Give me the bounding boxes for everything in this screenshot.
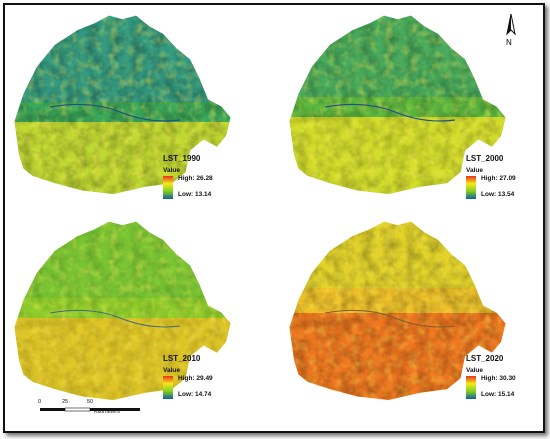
- scale-tick-0: 0: [38, 399, 42, 405]
- north-label: N: [506, 38, 512, 47]
- legend-high: High: 26.28: [178, 175, 213, 182]
- legend-title: LST_2000: [466, 154, 504, 163]
- legend-high: High: 27.09: [481, 175, 516, 182]
- legend-title: LST_2020: [466, 354, 504, 363]
- scale-tick-25: 25: [62, 399, 69, 405]
- legend-low: Low: 13.14: [178, 191, 212, 198]
- legend-subtitle: Value: [163, 167, 180, 174]
- scale-bar: [40, 407, 140, 412]
- legend-high: High: 30.30: [481, 375, 516, 382]
- lst-2000-map: [289, 15, 506, 194]
- legend-title: LST_2010: [163, 354, 201, 363]
- legend-low: Low: 13.54: [481, 191, 515, 198]
- legend-subtitle: Value: [163, 367, 180, 374]
- color-ramp: [466, 176, 476, 199]
- color-ramp: [163, 376, 173, 399]
- legend-high: High: 29.49: [178, 375, 213, 382]
- legend-title: LST_1990: [163, 154, 201, 163]
- legend-subtitle: Value: [466, 367, 483, 374]
- legend-2010: LST_2010 Value High: 29.49 Low: 14.74: [163, 354, 213, 399]
- color-ramp: [466, 376, 476, 399]
- lst-2010-map: [14, 221, 231, 400]
- color-ramp: [163, 176, 173, 199]
- legend-low: Low: 15.14: [481, 391, 515, 398]
- north-arrow-icon: [506, 13, 516, 36]
- scale-tick-50: 50: [87, 399, 94, 405]
- lst-1990-map: [14, 15, 231, 194]
- legend-2000: LST_2000 Value High: 27.09 Low: 13.54: [466, 154, 516, 199]
- legend-subtitle: Value: [466, 167, 483, 174]
- legend-1990: LST_1990 Value High: 26.28 Low: 13.14: [163, 154, 213, 199]
- legend-2020: LST_2020 Value High: 30.30 Low: 15.14: [466, 354, 516, 399]
- lst-2020-map: [289, 221, 506, 400]
- legend-low: Low: 14.74: [178, 391, 212, 398]
- scale-unit: Kilometers: [94, 409, 120, 415]
